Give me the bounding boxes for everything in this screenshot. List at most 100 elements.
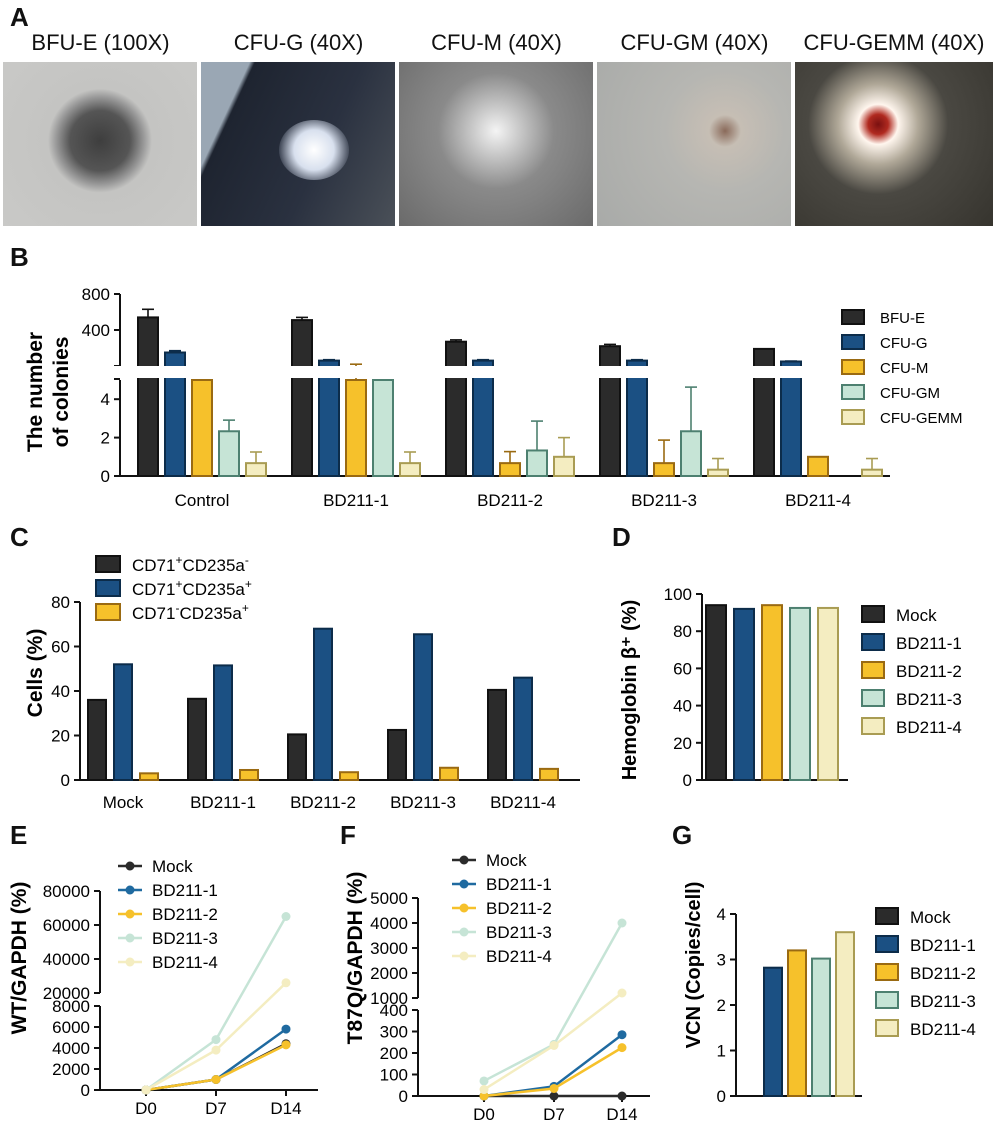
y-tick-label: 200 (380, 1044, 408, 1063)
micrograph-title-cfu-gm: CFU-GM (40X) (620, 30, 769, 55)
point (141, 1085, 151, 1095)
point (479, 1091, 489, 1101)
bar-d (733, 607, 755, 781)
legend-label: BD211-2 (910, 964, 976, 983)
y-tick-label: 3 (717, 951, 726, 970)
y-tick-label: 80 (51, 593, 70, 612)
legend-label: BD211-4 (152, 953, 218, 972)
legend-label: BD211-4 (486, 947, 552, 966)
point (281, 978, 291, 988)
chart-b: The number of colonies 0 2 4 400 800 Control B… (24, 285, 963, 510)
micrograph-cfu-m (399, 62, 593, 226)
x-tick-label: BD211-4 (490, 793, 556, 810)
bar-b-cfu-m (191, 379, 213, 477)
bar-c (239, 768, 259, 781)
bar-b-cfu-gm (680, 430, 702, 478)
micrograph-cfu-gemm (795, 62, 993, 226)
bar-b-bfu-e (445, 340, 467, 478)
legend-label: BD211-1 (896, 634, 962, 653)
x-tick-label: D7 (205, 1099, 227, 1118)
y-tick-label: 2 (717, 996, 726, 1015)
legend-marker (125, 909, 135, 919)
y-tick-label: 3000 (370, 939, 408, 958)
bar-b-cfu-gemm (245, 462, 267, 477)
legend-swatch (841, 384, 865, 400)
x-tick-label: BD211-1 (323, 491, 389, 510)
x-tick-label: BD211-1 (190, 793, 256, 810)
bar-c (313, 627, 333, 782)
legend-label: Mock (152, 857, 193, 876)
point (549, 1091, 559, 1101)
legend-label: BD211-3 (486, 923, 552, 942)
x-tick-label: Control (175, 491, 230, 510)
y-tick-label: 80000 (43, 882, 90, 901)
micrograph-cfu-gm (597, 62, 791, 226)
x-tick-label: D0 (135, 1099, 157, 1118)
y-tick-label: 400 (380, 1001, 408, 1020)
point (549, 1040, 559, 1050)
bar-d (761, 604, 783, 781)
legend-marker (459, 879, 469, 889)
bar-b-cfu-g (780, 360, 802, 477)
legend-swatch (875, 963, 899, 981)
legend-label: CFU-G (880, 335, 928, 352)
y-tick-label: 100 (380, 1066, 408, 1085)
micrograph-title-cfu-g: CFU-G (40X) (233, 30, 364, 55)
bar-b-cfu-gemm (707, 468, 729, 478)
legend-marker (459, 903, 469, 913)
point (281, 1024, 291, 1034)
y-tick-label: 4 (101, 390, 110, 409)
point (617, 1043, 627, 1053)
bar-b-cfu-m (345, 379, 367, 477)
legend-label: CFU-GM (880, 385, 940, 402)
y-tick-label: 80 (673, 622, 692, 641)
x-tick-label: D14 (606, 1105, 637, 1124)
bar-c (287, 733, 307, 782)
chart-b-ylabel-line1: The number (24, 332, 47, 452)
legend-swatch (95, 579, 121, 597)
y-tick-label: 800 (82, 285, 110, 304)
y-tick-label: 0 (61, 771, 70, 790)
legend-swatch (95, 603, 121, 621)
bar-b-bfu-e (291, 319, 313, 477)
bar-c (139, 772, 159, 782)
legend-swatch (875, 991, 899, 1009)
bar-b-cfu-gemm (553, 455, 575, 477)
bar-b-cfu-gm (372, 379, 394, 477)
micrograph-bfu-e (3, 62, 197, 226)
bar-d (789, 606, 811, 782)
micrograph-title-cfu-gemm: CFU-GEMM (40X) (803, 30, 985, 55)
y-tick-label: 2000 (52, 1060, 90, 1079)
legend-label: BD211-1 (910, 936, 976, 955)
legend-label: BFU-E (880, 310, 925, 327)
y-tick-label: 60 (673, 659, 692, 678)
x-tick-label: BD211-2 (477, 491, 543, 510)
y-tick-label: 60000 (43, 916, 90, 935)
legend-marker (125, 933, 135, 943)
bar-c (213, 664, 233, 781)
bar-b-cfu-m (807, 455, 829, 477)
chart-b-ylabel-line2: of colonies (50, 337, 73, 448)
micrograph-title-bfu-e: BFU-E (100X) (31, 30, 170, 55)
bar-c (439, 766, 459, 782)
bar-b-cfu-gemm (399, 462, 421, 477)
y-tick-label: 2 (101, 429, 110, 448)
y-tick-label: 20000 (43, 984, 90, 1003)
y-tick-label: 60 (51, 638, 70, 657)
bar-d (817, 606, 839, 782)
legend-label: CFU-GEMM (880, 410, 963, 427)
panel-label-g: G (672, 820, 693, 850)
y-tick-label: 20 (673, 734, 692, 753)
bar-c (187, 697, 207, 781)
y-tick-label: 8000 (52, 997, 90, 1016)
y-tick-label: 100 (664, 585, 692, 604)
x-tick-label: D14 (270, 1099, 301, 1118)
bar-b-cfu-gm (526, 449, 548, 477)
legend-swatch (841, 309, 865, 325)
legend-marker (125, 861, 135, 871)
bar-b-bfu-e (137, 316, 159, 477)
y-tick-label: 0 (101, 467, 110, 486)
bar-b-cfu-gemm (861, 468, 883, 478)
y-tick-label: 4000 (370, 914, 408, 933)
